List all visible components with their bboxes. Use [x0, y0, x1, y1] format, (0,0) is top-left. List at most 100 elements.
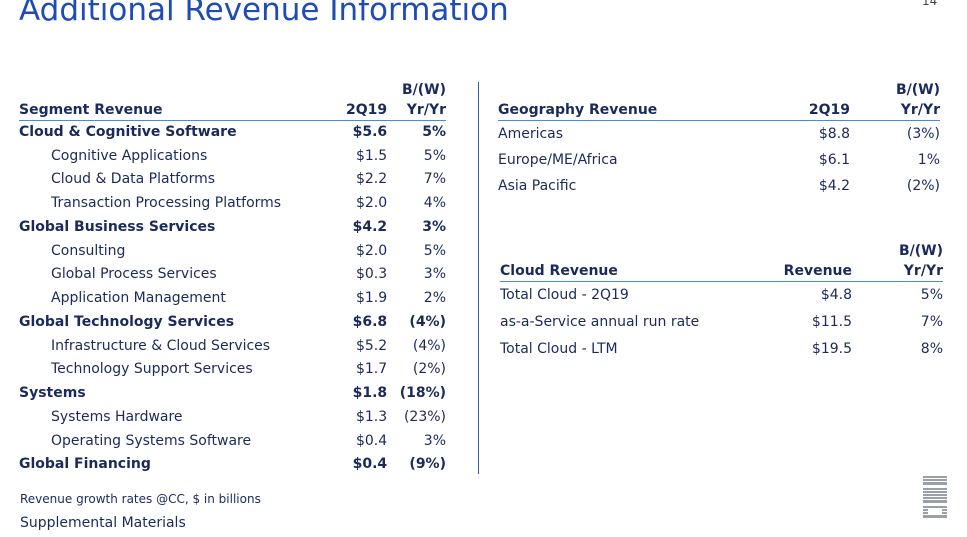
geography-row-value: $4.2	[818, 178, 850, 195]
segment-label-header: Segment Revenue	[19, 101, 163, 118]
segment-row-label: Cloud & Cognitive Software	[19, 124, 237, 141]
segment-period-header: 2Q19	[346, 101, 388, 118]
segment-row: Consulting $2.0 5%	[19, 239, 446, 263]
geography-label-header: Geography Revenue	[498, 101, 658, 118]
segment-row-label: Cloud & Data Platforms	[51, 171, 216, 188]
cloud-row-value: $4.8	[820, 286, 852, 303]
segment-row-change: 3%	[423, 266, 446, 283]
segment-row-label: Application Management	[51, 290, 226, 307]
segment-row-label: Global Business Services	[19, 218, 216, 235]
segment-row: Global Technology Services $6.8 (4%)	[19, 310, 446, 334]
cloud-row: Total Cloud - LTM $19.5 8%	[500, 335, 943, 362]
geography-row-change: (2%)	[906, 178, 940, 195]
geography-row: Americas $8.8 (3%)	[498, 120, 940, 147]
geography-rows: Americas $8.8 (3%) Europe/ME/Africa $6.1 1% As…	[498, 120, 940, 200]
geography-row-value: $8.8	[818, 125, 850, 142]
segment-row-value: $1.5	[355, 147, 388, 164]
segment-row-value: $5.6	[352, 124, 388, 141]
segment-row: Infrastructure & Cloud Services $5.2 (4%)	[19, 334, 446, 358]
cloud-row: as-a-Service annual run rate $11.5 7%	[500, 308, 943, 335]
geography-row-change: 1%	[917, 151, 940, 168]
segment-row-label: Infrastructure & Cloud Services	[51, 337, 271, 354]
geography-row-label: Americas	[498, 125, 564, 142]
geography-change-header-top: B/(W)	[895, 82, 940, 98]
segment-row-value: $5.2	[355, 337, 388, 354]
segment-row-value: $1.9	[355, 290, 388, 307]
page-number: 14	[922, 0, 938, 8]
cloud-period-header: Revenue	[783, 262, 852, 279]
segment-change-header-top: B/(W)	[401, 82, 446, 98]
segment-row-change: 5%	[422, 124, 446, 141]
segment-row-label: Global Technology Services	[19, 313, 235, 330]
segment-row-change: 4%	[423, 195, 446, 212]
geography-row: Europe/ME/Africa $6.1 1%	[498, 147, 940, 174]
segment-row-change: (2%)	[412, 361, 446, 378]
segment-row-change: 2%	[423, 290, 446, 307]
segment-row-change: 3%	[422, 218, 446, 235]
segment-row-label: Consulting	[51, 242, 126, 259]
segment-row-change: 5%	[423, 242, 446, 259]
geography-row-change: (3%)	[906, 125, 940, 142]
cloud-row-change: 7%	[920, 313, 943, 330]
cloud-change-header: Yr/Yr	[903, 262, 943, 279]
footnote: Revenue growth rates @CC, $ in billions	[20, 492, 261, 506]
page-title: Additional Revenue Information	[19, 0, 509, 28]
segment-row: Application Management $1.9 2%	[19, 286, 446, 310]
segment-row: Systems $1.8 (18%)	[19, 381, 446, 405]
geography-period-header: 2Q19	[808, 101, 850, 118]
ibm-logo	[923, 476, 947, 518]
geography-row-label: Europe/ME/Africa	[498, 151, 618, 168]
segment-row-label: Global Process Services	[51, 266, 217, 283]
segment-row-label: Cognitive Applications	[51, 147, 208, 164]
segment-row-value: $2.0	[355, 195, 388, 212]
geography-revenue-table: B/(W) Geography Revenue 2Q19 Yr/Yr Ameri…	[498, 80, 940, 200]
column-divider	[478, 82, 479, 474]
segment-row-label: Technology Support Services	[51, 361, 253, 378]
segment-row-label: Global Financing	[19, 456, 151, 473]
segment-rows: Cloud & Cognitive Software $5.6 5% Cognitiv…	[19, 120, 446, 476]
cloud-row-change: 8%	[920, 340, 943, 357]
cloud-row: Total Cloud - 2Q19 $4.8 5%	[500, 281, 943, 308]
geography-row-label: Asia Pacific	[498, 178, 577, 195]
segment-row: Systems Hardware $1.3 (23%)	[19, 405, 446, 429]
segment-row-value: $2.0	[355, 242, 388, 259]
segment-row-change: (23%)	[403, 408, 446, 425]
segment-row-value: $0.3	[355, 266, 388, 283]
segment-row: Cloud & Cognitive Software $5.6 5%	[19, 120, 446, 144]
segment-row-value: $1.3	[355, 408, 388, 425]
supplemental-label: Supplemental Materials	[20, 515, 186, 531]
segment-row-value: $1.7	[355, 361, 388, 378]
segment-row: Cognitive Applications $1.5 5%	[19, 144, 446, 168]
cloud-row-change: 5%	[920, 286, 943, 303]
segment-row-change: 3%	[423, 432, 446, 449]
segment-row: Cloud & Data Platforms $2.2 7%	[19, 168, 446, 192]
segment-row-change: (18%)	[399, 385, 446, 402]
segment-row-change: (4%)	[409, 313, 446, 330]
segment-row: Technology Support Services $1.7 (2%)	[19, 358, 446, 382]
cloud-revenue-table: B/(W) Cloud Revenue Revenue Yr/Yr Total …	[500, 241, 943, 362]
segment-row-label: Operating Systems Software	[51, 432, 252, 449]
segment-row-change: 7%	[423, 171, 446, 188]
segment-row-value: $6.8	[352, 313, 388, 330]
segment-row: Transaction Processing Platforms $2.0 4%	[19, 191, 446, 215]
cloud-row-value: $11.5	[811, 313, 852, 330]
cloud-label-header: Cloud Revenue	[500, 262, 618, 279]
geography-row: Asia Pacific $4.2 (2%)	[498, 173, 940, 200]
geography-row-value: $6.1	[818, 151, 850, 168]
segment-change-header: Yr/Yr	[406, 101, 446, 118]
segment-row: Global Business Services $4.2 3%	[19, 215, 446, 239]
cloud-row-label: as-a-Service annual run rate	[500, 313, 700, 330]
segment-row-value: $0.4	[352, 456, 388, 473]
segment-row-value: $1.8	[352, 385, 388, 402]
geography-change-header: Yr/Yr	[900, 101, 940, 118]
cloud-row-label: Total Cloud - LTM	[500, 340, 618, 357]
segment-row-value: $4.2	[352, 218, 388, 235]
segment-row: Global Process Services $0.3 3%	[19, 263, 446, 287]
segment-row-label: Systems Hardware	[51, 408, 183, 425]
segment-row-change: (4%)	[412, 337, 446, 354]
segment-row-label: Transaction Processing Platforms	[51, 195, 282, 212]
segment-row-change: (9%)	[409, 456, 446, 473]
segment-row-value: $0.4	[355, 432, 388, 449]
cloud-row-label: Total Cloud - 2Q19	[500, 286, 629, 303]
segment-row-value: $2.2	[355, 171, 388, 188]
